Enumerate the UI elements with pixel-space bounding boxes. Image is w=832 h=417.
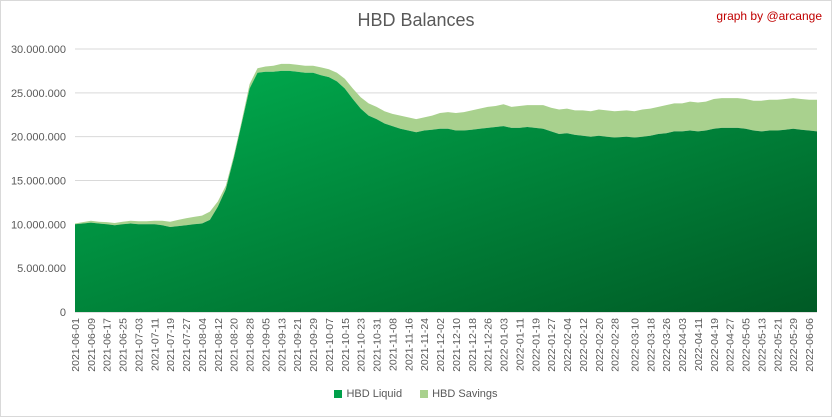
x-tick-label: 2022-05-21 [772, 318, 784, 372]
y-tick-label: 30.000.000 [11, 44, 66, 56]
x-tick-label: 2022-03-18 [645, 318, 657, 372]
x-tick-label: 2022-02-04 [562, 318, 574, 372]
x-tick-label: 2021-12-18 [467, 318, 479, 372]
y-tick-label: 0 [60, 307, 66, 319]
x-tick-label: 2021-08-28 [245, 318, 257, 372]
x-tick-label: 2022-01-11 [514, 318, 526, 371]
x-tick-label: 2021-12-26 [483, 318, 495, 372]
x-tick-label: 2022-02-20 [594, 318, 606, 372]
x-tick-label: 2022-02-12 [578, 318, 590, 372]
y-tick-label: 20.000.000 [11, 132, 66, 144]
x-tick-label: 2021-07-27 [181, 318, 193, 372]
x-tick-label: 2021-10-23 [356, 318, 368, 372]
x-tick-label: 2022-03-10 [630, 318, 642, 372]
x-tick-label: 2022-06-06 [804, 318, 816, 372]
legend: HBD Liquid HBD Savings [0, 388, 832, 400]
x-tick-label: 2021-09-05 [261, 318, 273, 372]
x-tick-label: 2021-09-29 [308, 318, 320, 372]
x-tick-label: 2021-12-10 [451, 318, 463, 372]
y-tick-label: 15.000.000 [11, 176, 66, 188]
x-tick-label: 2021-10-07 [324, 318, 336, 372]
x-tick-label: 2022-04-27 [725, 318, 737, 372]
x-tick-label: 2021-07-19 [165, 318, 177, 372]
y-tick-label: 10.000.000 [11, 219, 66, 231]
x-tick-label: 2022-04-19 [709, 318, 721, 372]
series-areas [75, 63, 817, 313]
x-tick-label: 2021-11-08 [387, 318, 399, 371]
legend-item-savings: HBD Savings [420, 388, 498, 400]
x-tick-label: 2021-10-31 [372, 318, 384, 372]
x-tick-label: 2021-09-13 [276, 318, 288, 372]
y-tick-label: 25.000.000 [11, 88, 66, 100]
legend-label-liquid: HBD Liquid [346, 388, 403, 400]
series-area-hbd-liquid [75, 70, 817, 313]
x-tick-label: 2021-06-01 [70, 318, 82, 372]
x-tick-label: 2022-01-27 [546, 318, 558, 372]
legend-swatch-savings [420, 390, 429, 398]
legend-swatch-liquid [334, 390, 343, 398]
x-tick-label: 2022-01-19 [530, 318, 542, 372]
x-tick-label: 2022-05-05 [741, 318, 753, 372]
x-tick-label: 2022-04-11 [693, 318, 705, 371]
x-tick-label: 2021-07-03 [134, 318, 146, 372]
x-tick-label: 2022-01-03 [499, 318, 511, 372]
x-tick-label: 2021-06-09 [86, 318, 98, 372]
x-tick-label: 2021-09-21 [292, 318, 304, 372]
x-tick-label: 2022-02-28 [610, 318, 622, 372]
legend-label-savings: HBD Savings [432, 388, 498, 400]
x-tick-label: 2022-04-03 [677, 318, 689, 372]
x-tick-label: 2021-11-24 [419, 318, 431, 371]
x-tick-label: 2021-07-11 [149, 318, 161, 371]
x-tick-label: 2021-08-20 [229, 318, 241, 372]
x-tick-label: 2022-03-26 [661, 318, 673, 372]
x-axis-ticks: 2021-06-01 2021-06-09 2021-06-17 2021-06-25… [70, 318, 816, 372]
x-tick-label: 2021-06-17 [102, 318, 114, 372]
x-tick-label: 2021-11-16 [403, 318, 415, 371]
x-tick-label: 2021-08-04 [197, 318, 209, 372]
x-tick-label: 2022-05-29 [788, 318, 800, 372]
x-tick-label: 2021-08-12 [213, 318, 225, 372]
chart-title: HBD Balances [357, 10, 475, 30]
legend-item-liquid: HBD Liquid [334, 388, 402, 400]
y-axis-ticks: 0 5.000.000 10.000.000 15.000.000 20.000.000… [11, 44, 66, 319]
x-tick-label: 2021-06-25 [118, 318, 130, 372]
x-tick-label: 2021-12-02 [435, 318, 447, 372]
x-tick-label: 2022-05-13 [756, 318, 768, 372]
y-tick-label: 5.000.000 [17, 263, 66, 275]
chart-credit: graph by @arcange [716, 9, 822, 23]
x-tick-label: 2021-10-15 [340, 318, 352, 372]
